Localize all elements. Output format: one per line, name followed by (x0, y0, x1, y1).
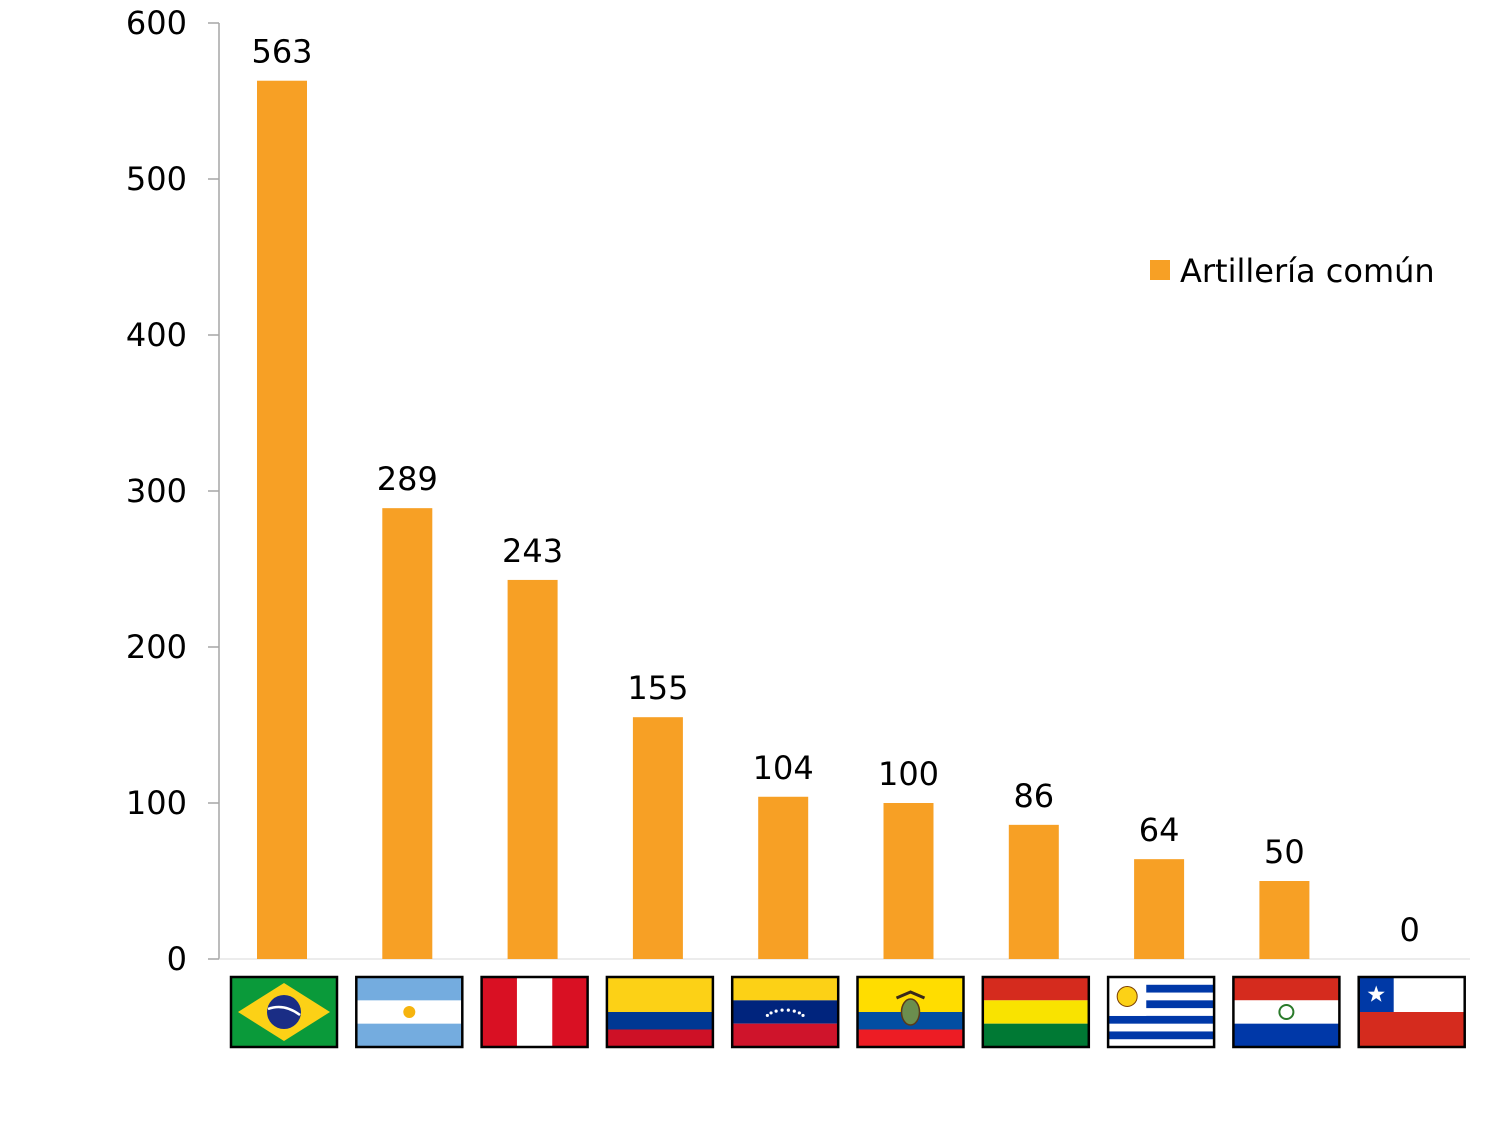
bar (257, 80, 307, 960)
peru-flag (480, 975, 589, 1049)
data-label: 64 (1139, 811, 1180, 849)
y-tick-label: 200 (126, 628, 187, 666)
legend-label: Artillería común (1180, 252, 1435, 290)
y-tick-label: 400 (126, 316, 187, 354)
bar (1008, 824, 1059, 959)
uruguay-flag (1106, 975, 1216, 1049)
data-label: 86 (1013, 777, 1054, 815)
y-tick-label: 300 (126, 472, 187, 510)
legend: Artillería común (1150, 252, 1435, 290)
legend-swatch (1150, 260, 1170, 280)
data-label: 243 (502, 532, 563, 570)
bar (507, 579, 558, 959)
bar (382, 508, 433, 959)
bolivia-flag (981, 975, 1091, 1049)
bar (1259, 881, 1310, 959)
data-label: 104 (753, 749, 814, 787)
data-label: 50 (1264, 833, 1305, 871)
flag-row (229, 975, 1466, 1049)
data-labels: 563 289 243 155 104 100 86 64 50 0 (251, 33, 1419, 949)
colombia-flag (605, 975, 715, 1049)
bars (257, 80, 1310, 960)
y-tick-label: 600 (126, 4, 187, 42)
ecuador-flag (856, 975, 965, 1049)
y-tick-label: 500 (126, 160, 187, 198)
data-label: 563 (251, 33, 312, 71)
y-tick-label: 100 (126, 784, 187, 822)
bar (883, 803, 934, 959)
argentina-flag (355, 975, 464, 1049)
chile-flag (1357, 975, 1466, 1049)
paraguay-flag (1232, 975, 1341, 1049)
bar (1134, 859, 1185, 959)
y-tick-label: 0 (167, 940, 187, 978)
data-label: 289 (377, 460, 438, 498)
data-label: 0 (1400, 911, 1420, 949)
bar (632, 717, 683, 959)
venezuela-flag (730, 975, 840, 1049)
data-label: 155 (627, 669, 688, 707)
data-label: 100 (878, 755, 939, 793)
brazil-flag (229, 975, 339, 1049)
bar (758, 796, 809, 959)
